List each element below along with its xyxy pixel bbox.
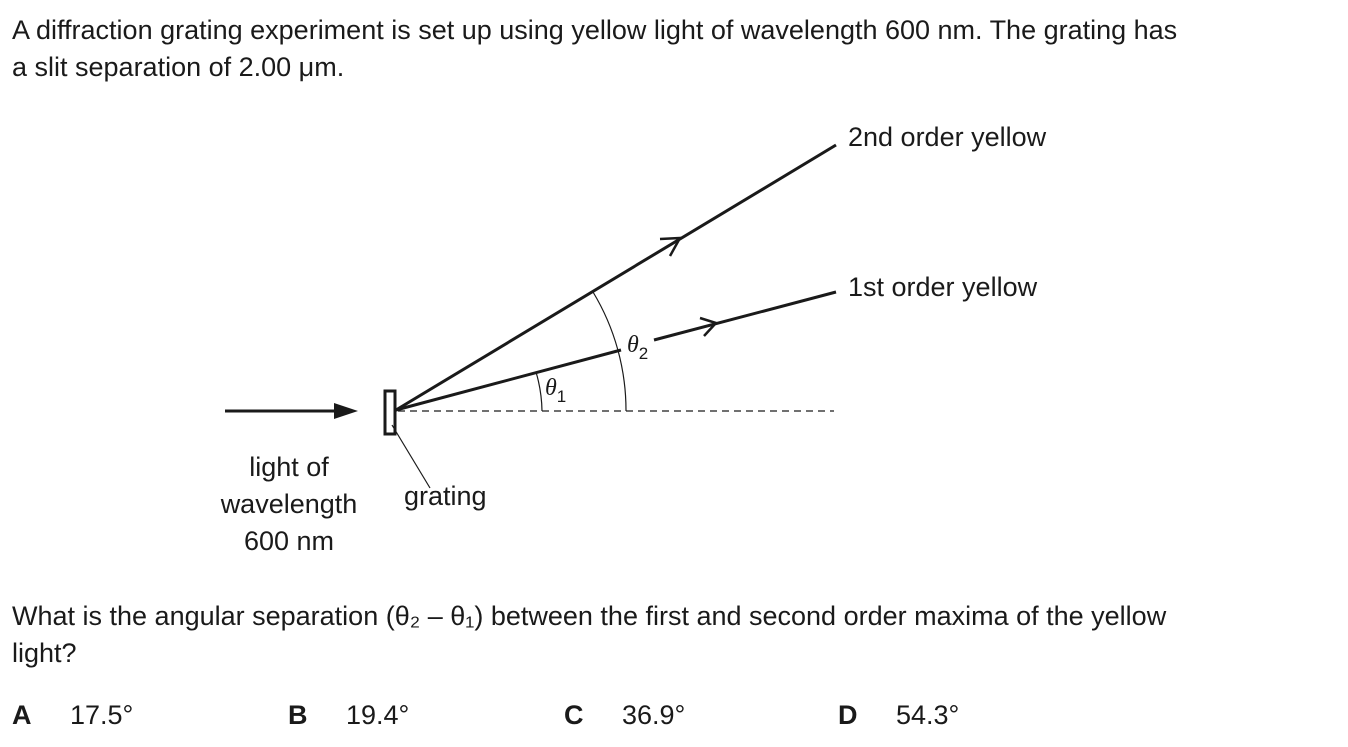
theta2-label: θ2 <box>627 332 648 363</box>
second-order-label: 2nd order yellow <box>848 122 1047 152</box>
grating-label: grating <box>404 481 487 511</box>
option-d-value: 54.3° <box>896 700 960 730</box>
option-a-letter: A <box>12 700 32 730</box>
option-d[interactable]: D 54.3° <box>838 700 959 731</box>
theta1-arc <box>535 371 543 412</box>
incident-light-arrow <box>225 403 358 419</box>
option-d-letter: D <box>838 700 858 730</box>
option-a[interactable]: A 17.5° <box>12 700 133 731</box>
question-prompt-line2: light? <box>12 638 77 668</box>
option-b-letter: B <box>288 700 308 730</box>
option-c[interactable]: C 36.9° <box>564 700 685 731</box>
option-b-value: 19.4° <box>346 700 410 730</box>
option-c-letter: C <box>564 700 584 730</box>
option-a-value: 17.5° <box>70 700 134 730</box>
second-order-ray <box>395 143 837 412</box>
first-order-ray <box>395 290 837 412</box>
option-c-value: 36.9° <box>622 700 686 730</box>
question-intro-line1: A diffraction grating experiment is set … <box>12 15 1178 45</box>
question-prompt: What is the angular separation (θ₂ – θ₁)… <box>12 598 1342 672</box>
question-intro: A diffraction grating experiment is set … <box>12 12 1342 86</box>
question-intro-line2: a slit separation of 2.00 μm. <box>12 52 345 82</box>
light-label-line3: 600 nm <box>244 526 334 556</box>
theta2-arc <box>592 291 627 412</box>
light-label-line2: wavelength <box>220 489 358 519</box>
grating <box>383 389 397 436</box>
option-b[interactable]: B 19.4° <box>288 700 409 731</box>
answer-options: A 17.5° B 19.4° C 36.9° D 54.3° <box>0 700 1348 740</box>
question-prompt-line1: What is the angular separation (θ₂ – θ₁)… <box>12 601 1167 631</box>
grating-pointer <box>391 424 431 489</box>
first-order-label: 1st order yellow <box>848 272 1038 302</box>
light-label-line1: light of <box>249 452 329 482</box>
theta1-label: θ1 <box>545 375 566 406</box>
diffraction-diagram: θ1 θ2 2nd order yellow 1st order yellow … <box>220 122 1047 556</box>
